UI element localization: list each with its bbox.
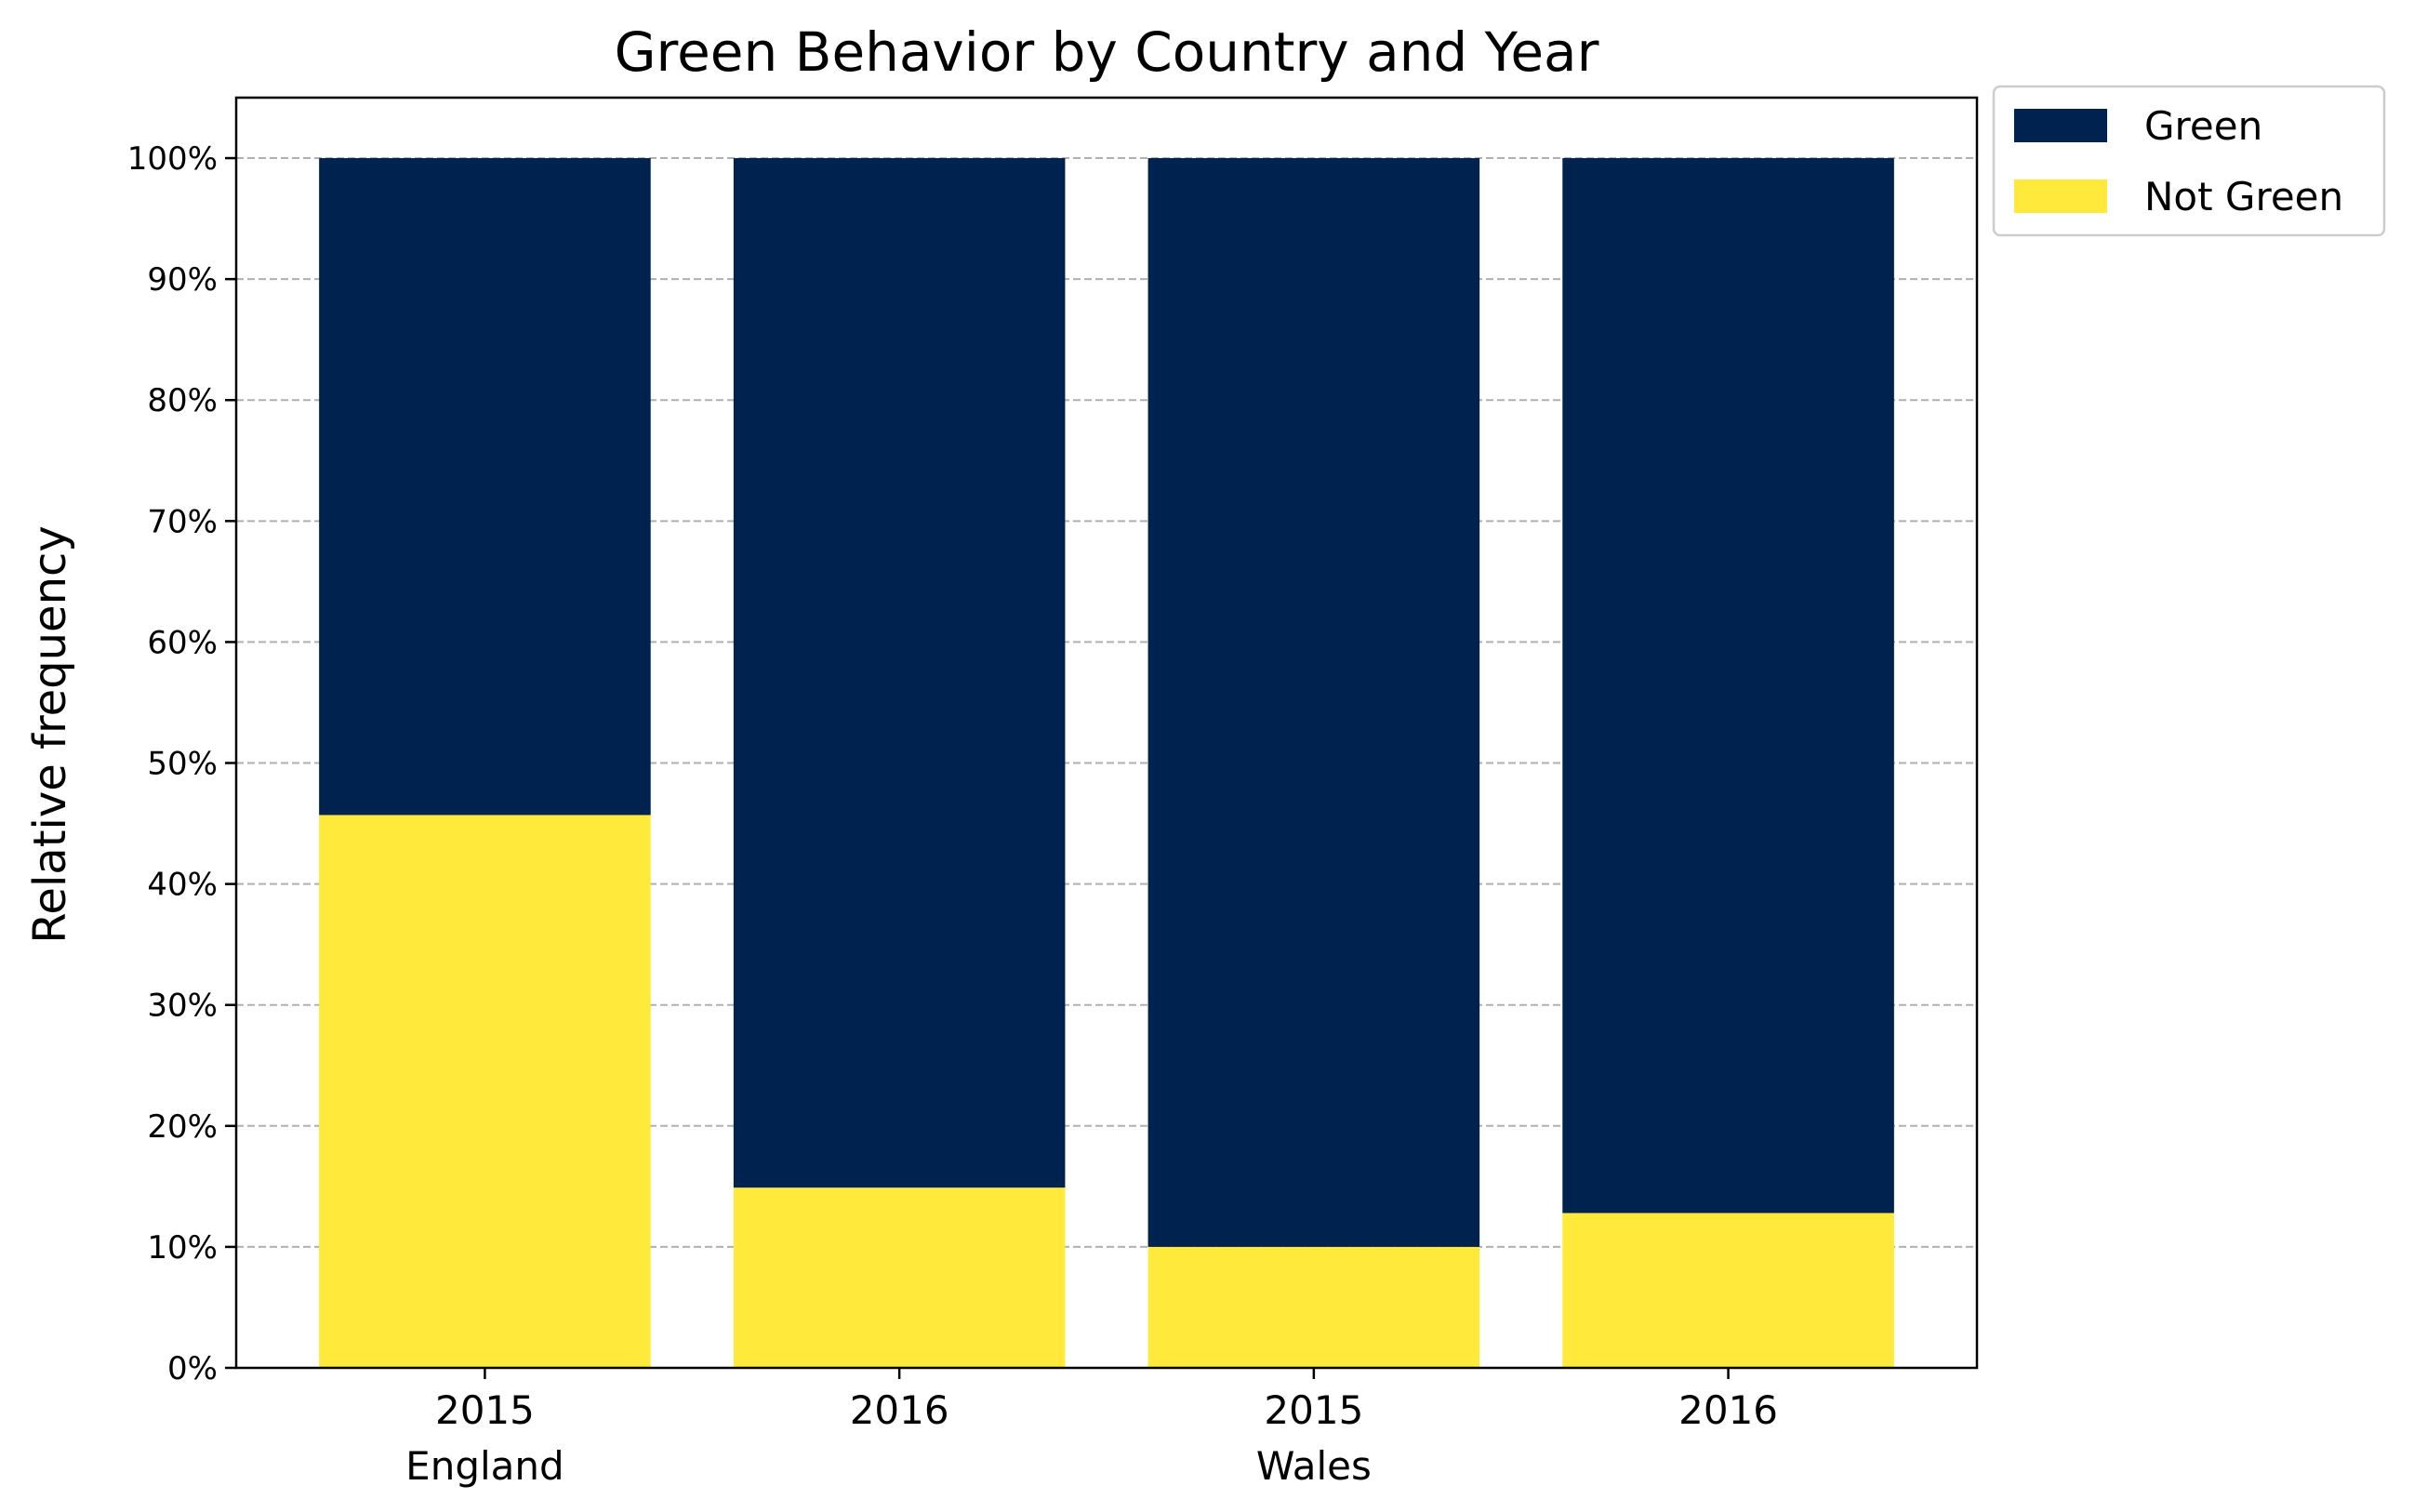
- x-group-label: Wales: [1256, 1443, 1372, 1489]
- legend-swatch: [2014, 109, 2107, 142]
- bar-green: [733, 158, 1066, 1188]
- y-tick-label: 100%: [127, 140, 218, 178]
- y-tick-label: 90%: [147, 261, 218, 298]
- bar-not-green: [733, 1187, 1066, 1368]
- x-tick-label: 2015: [435, 1387, 535, 1433]
- x-axis-ticks: 2015 2016 2015 2016 England Wales: [405, 1368, 1778, 1489]
- legend-label: Not Green: [2144, 174, 2343, 219]
- bar-not-green: [1562, 1213, 1894, 1368]
- y-tick-label: 30%: [147, 988, 218, 1025]
- x-tick-label: 2016: [1678, 1387, 1778, 1433]
- legend-swatch: [2014, 179, 2107, 213]
- bar-green: [319, 158, 651, 816]
- y-tick-label: 40%: [147, 867, 218, 904]
- bar-green: [1562, 158, 1894, 1214]
- y-axis-label: Relative frequency: [24, 525, 76, 944]
- y-tick-label: 10%: [147, 1229, 218, 1267]
- y-tick-label: 70%: [147, 503, 218, 540]
- y-tick-label: 50%: [147, 746, 218, 783]
- x-group-label: England: [405, 1443, 564, 1489]
- legend-label: Green: [2144, 103, 2262, 149]
- x-tick-label: 2016: [850, 1387, 949, 1433]
- y-tick-label: 60%: [147, 624, 218, 661]
- bar-not-green: [319, 815, 651, 1368]
- y-axis-ticks: 0% 10% 20% 30% 40% 50% 60% 70% 80% 90% 100%: [127, 140, 236, 1387]
- plot-area-frame: [234, 96, 1979, 1370]
- legend: Green Not Green: [1992, 85, 2386, 237]
- bar-not-green: [1147, 1246, 1480, 1368]
- y-tick-label: 0%: [167, 1350, 218, 1387]
- y-tick-label: 20%: [147, 1108, 218, 1146]
- bars: [319, 158, 1894, 1368]
- x-tick-label: 2015: [1264, 1387, 1363, 1433]
- y-tick-label: 80%: [147, 382, 218, 419]
- chart-title: Green Behavior by Country and Year: [615, 20, 1599, 84]
- bar-green: [1147, 158, 1480, 1247]
